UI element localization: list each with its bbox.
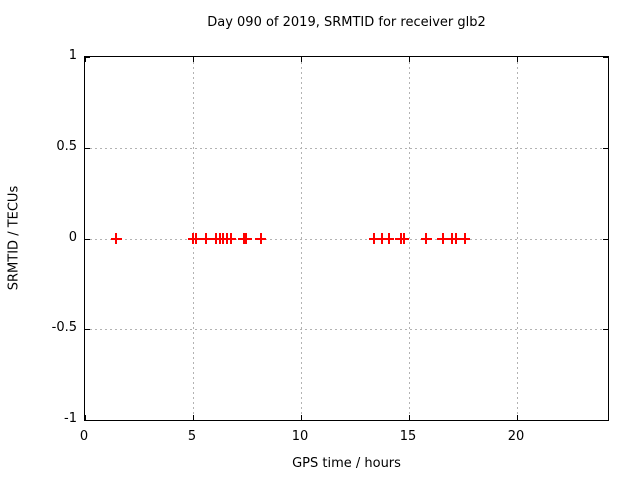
y-tick-label: 1 bbox=[68, 48, 77, 63]
x-tick-label: 0 bbox=[79, 429, 89, 444]
x-tick-mark bbox=[193, 415, 194, 420]
x-tick-mark bbox=[85, 57, 86, 62]
data-point bbox=[225, 233, 237, 244]
data-point bbox=[190, 233, 202, 244]
x-tick-mark bbox=[85, 415, 86, 420]
data-point bbox=[376, 233, 388, 244]
data-point bbox=[110, 233, 122, 244]
data-point bbox=[420, 233, 432, 244]
x-gridline bbox=[301, 57, 302, 420]
data-point bbox=[368, 233, 380, 244]
x-gridline bbox=[409, 57, 410, 420]
y-gridline bbox=[85, 148, 608, 149]
plot-area bbox=[84, 56, 609, 421]
x-tick-label: 5 bbox=[187, 429, 197, 444]
x-gridline bbox=[517, 57, 518, 420]
y-tick-label: 0 bbox=[68, 230, 77, 245]
x-tick-mark bbox=[409, 415, 410, 420]
y-tick-mark bbox=[85, 239, 90, 240]
y-tick-mark bbox=[85, 148, 90, 149]
y-tick-mark bbox=[603, 57, 608, 58]
x-axis-label: GPS time / hours bbox=[292, 456, 401, 471]
y-tick-mark bbox=[603, 329, 608, 330]
chart-title: Day 090 of 2019, SRMTID for receiver glb… bbox=[207, 15, 486, 30]
data-point bbox=[255, 233, 267, 244]
y-gridline bbox=[85, 239, 608, 240]
y-tick-mark bbox=[603, 148, 608, 149]
x-tick-mark bbox=[517, 57, 518, 62]
data-point bbox=[200, 233, 212, 244]
x-tick-mark bbox=[301, 57, 302, 62]
y-tick-mark bbox=[85, 329, 90, 330]
y-tick-mark bbox=[85, 420, 90, 421]
x-tick-label: 15 bbox=[399, 429, 417, 444]
x-tick-mark bbox=[517, 415, 518, 420]
y-tick-mark bbox=[85, 57, 90, 58]
data-point bbox=[437, 233, 449, 244]
data-point bbox=[383, 233, 395, 244]
x-tick-mark bbox=[193, 57, 194, 62]
x-tick-label: 20 bbox=[507, 429, 525, 444]
y-gridline bbox=[85, 329, 608, 330]
data-point bbox=[398, 233, 410, 244]
y-tick-label: -1 bbox=[64, 411, 77, 426]
x-tick-mark bbox=[409, 57, 410, 62]
data-point bbox=[240, 233, 252, 244]
data-point bbox=[450, 233, 462, 244]
y-tick-mark bbox=[603, 420, 608, 421]
y-tick-mark bbox=[603, 239, 608, 240]
y-tick-label: 0.5 bbox=[56, 139, 77, 154]
data-point bbox=[459, 233, 471, 244]
x-tick-label: 10 bbox=[291, 429, 309, 444]
x-tick-mark bbox=[301, 415, 302, 420]
y-tick-label: -0.5 bbox=[51, 320, 77, 335]
